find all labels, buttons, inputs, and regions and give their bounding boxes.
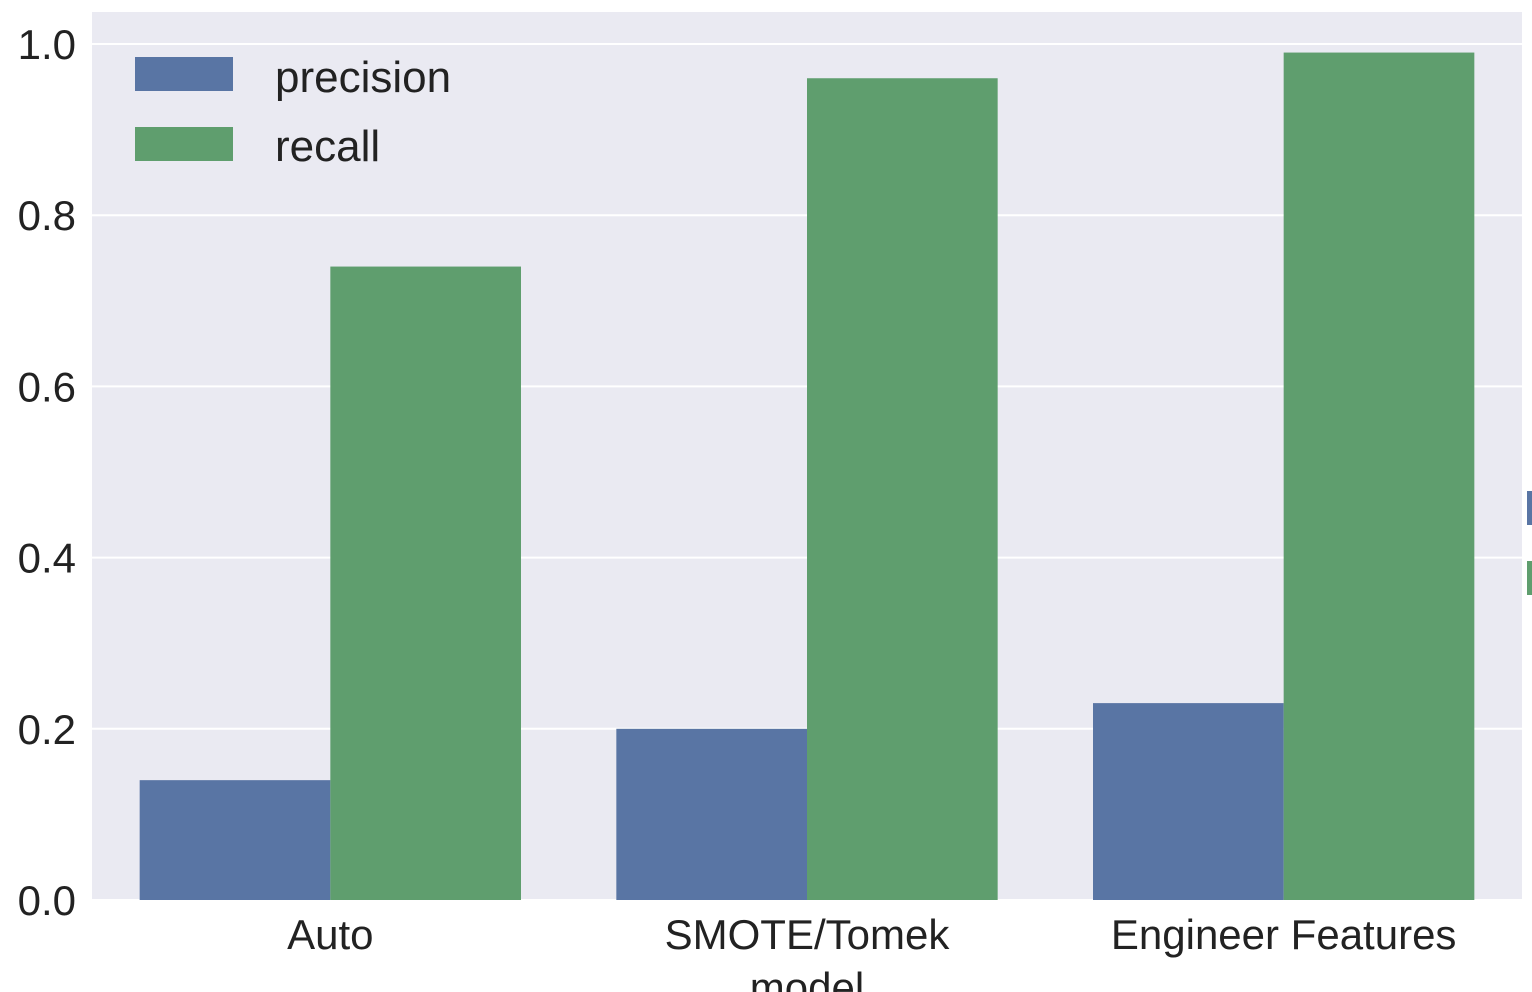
bar-precision (1093, 703, 1284, 900)
bar-recall (807, 78, 998, 901)
y-tick-label: 0.8 (18, 192, 76, 239)
y-tick-label: 0.4 (18, 535, 76, 582)
bars (139, 52, 1475, 901)
legend-swatch-precision (135, 57, 233, 91)
x-axis: Auto SMOTE/Tomek Engineer Features (287, 911, 1456, 958)
legend-label-precision: precision (275, 53, 451, 102)
y-tick-label: 0.6 (18, 363, 76, 410)
y-tick-label: 1.0 (18, 21, 76, 68)
legend-fragment-swatch-recall (1527, 561, 1532, 595)
x-tick-label: Engineer Features (1111, 911, 1457, 958)
y-tick-label: 0.2 (18, 706, 76, 753)
bar-precision (139, 780, 331, 900)
legend-swatch-recall (135, 127, 233, 161)
legend-fragment (1527, 491, 1532, 595)
legend-label-recall: recall (275, 122, 380, 171)
y-tick-label: 0.0 (18, 877, 76, 924)
x-axis-label: model (750, 964, 864, 992)
bar-recall (1283, 52, 1475, 901)
x-tick-label: SMOTE/Tomek (665, 911, 951, 958)
legend-fragment-swatch-precision (1527, 491, 1532, 525)
x-tick-label: Auto (287, 911, 373, 958)
y-axis: 0.0 0.2 0.4 0.6 0.8 1.0 (18, 21, 76, 924)
bar-precision (616, 728, 807, 900)
legend: precision recall (135, 53, 451, 171)
bar-recall (330, 266, 521, 900)
